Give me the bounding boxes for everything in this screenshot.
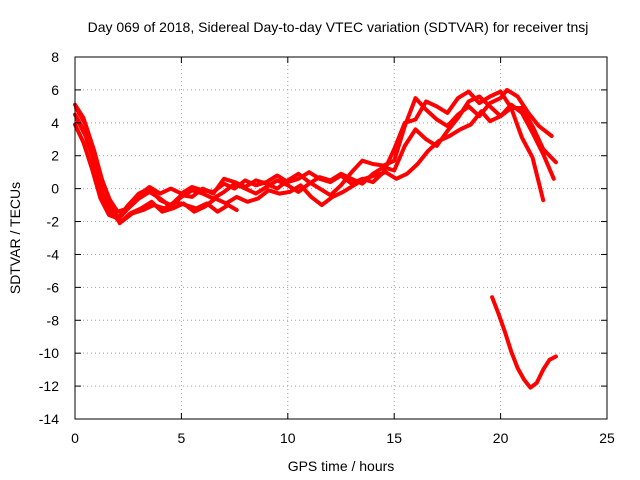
x-tick-label: 15 xyxy=(386,430,402,446)
series-line-track-2 xyxy=(74,106,558,226)
y-tick-label: -4 xyxy=(47,246,60,262)
y-tick-label: -6 xyxy=(47,279,60,295)
y-axis-title: SDTVAR / TECUs xyxy=(7,182,23,294)
y-tick-label: 2 xyxy=(51,148,59,164)
x-tick-label: 0 xyxy=(71,430,79,446)
y-tick-label: 0 xyxy=(51,181,59,197)
x-tick-labels: 0 5 10 15 20 25 xyxy=(71,430,615,446)
series-line-track-6 xyxy=(490,295,558,390)
y-tick-label: -12 xyxy=(39,378,59,394)
x-tick-label: 5 xyxy=(178,430,186,446)
chart-title: Day 069 of 2018, Sidereal Day-to-day VTE… xyxy=(88,19,589,35)
y-tick-label: 6 xyxy=(51,82,59,98)
series-line-track-3 xyxy=(75,117,239,224)
x-tick-label: 25 xyxy=(599,430,615,446)
y-tick-label: -8 xyxy=(47,312,60,328)
series-line-track-5 xyxy=(73,89,546,214)
data-series xyxy=(73,87,558,390)
x-axis-title: GPS time / hours xyxy=(288,458,395,474)
y-tick-label: 8 xyxy=(51,49,59,65)
y-tick-label: -10 xyxy=(39,345,59,361)
plot-frame xyxy=(74,56,608,420)
x-tick-label: 10 xyxy=(280,430,296,446)
y-tick-label: 4 xyxy=(51,115,59,131)
y-tick-labels: -14 -12 -10 -8 -6 -4 -2 0 2 4 6 8 xyxy=(39,49,59,427)
y-tick-label: -2 xyxy=(47,214,60,230)
x-tick-label: 20 xyxy=(493,430,509,446)
y-tick-label: -14 xyxy=(39,411,59,427)
